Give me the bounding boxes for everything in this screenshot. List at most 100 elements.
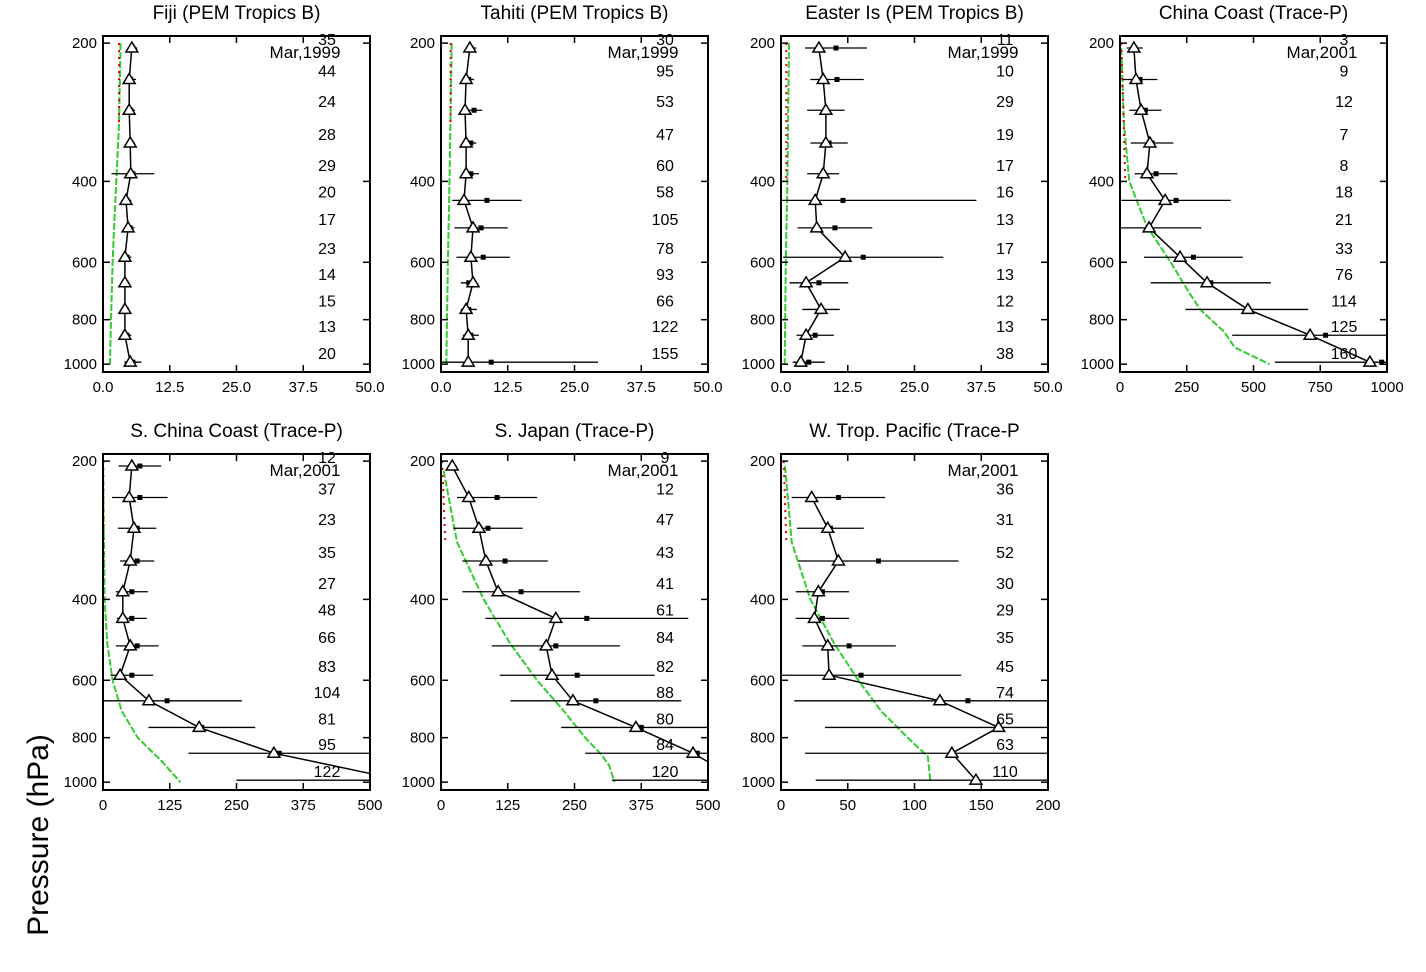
median-marker: [946, 747, 958, 757]
plot-area: [110, 42, 154, 366]
count-label: 12: [656, 481, 674, 498]
median-marker: [832, 555, 844, 565]
mean-marker: [481, 255, 486, 260]
panel-title: S. China Coast (Trace-P): [130, 421, 343, 442]
x-tick-label: 250: [1174, 379, 1199, 396]
y-tick-label: 1000: [402, 356, 435, 373]
count-label: 65: [996, 711, 1014, 728]
count-label: 38: [996, 346, 1014, 363]
count-label: 29: [996, 602, 1014, 619]
y-tick-label: 400: [750, 591, 775, 608]
mean-marker: [861, 255, 866, 260]
y-tick-label: 600: [410, 672, 435, 689]
y-tick-label: 200: [410, 453, 435, 470]
mean-marker: [1154, 171, 1159, 176]
x-tick-label: 500: [695, 797, 720, 814]
median-marker: [473, 522, 485, 532]
count-label: 120: [652, 764, 679, 781]
mean-marker: [137, 464, 142, 469]
x-tick-label: 125: [157, 797, 182, 814]
panel: S. Japan (Trace-P)Mar,200120040060080010…: [402, 421, 933, 814]
median-marker: [800, 277, 812, 287]
mean-marker: [840, 198, 845, 203]
mean-marker: [584, 616, 589, 621]
median-marker: [817, 168, 829, 178]
mean-marker: [129, 616, 134, 621]
panel: Tahiti (PEM Tropics B)Mar,19992004006008…: [384, 3, 722, 396]
mean-marker: [575, 673, 580, 678]
y-tick-label: 400: [750, 173, 775, 190]
y-tick-label: 400: [410, 591, 435, 608]
count-label: 30: [996, 576, 1014, 593]
count-label: 43: [656, 545, 674, 562]
mean-marker: [489, 360, 494, 365]
y-tick-label: 800: [750, 730, 775, 747]
count-label: 105: [652, 212, 679, 229]
y-tick-label: 800: [750, 312, 775, 329]
y-tick-label: 600: [72, 254, 97, 271]
mean-marker: [165, 698, 170, 703]
median-marker: [126, 460, 138, 470]
count-label: 47: [656, 512, 674, 529]
x-tick-label: 25.0: [900, 379, 929, 396]
panel-title: S. Japan (Trace-P): [495, 421, 655, 442]
green-curve: [110, 43, 121, 364]
y-tick-label: 400: [410, 173, 435, 190]
x-tick-label: 50.0: [1033, 379, 1062, 396]
count-label: 95: [318, 737, 336, 754]
count-label: 8: [1340, 158, 1349, 175]
count-label: 88: [656, 685, 674, 702]
median-marker: [546, 669, 558, 679]
x-tick-label: 250: [224, 797, 249, 814]
count-label: 122: [652, 319, 679, 336]
date-label: Mar,2001: [948, 461, 1019, 480]
median-marker: [817, 73, 829, 83]
count-label: 66: [318, 630, 336, 647]
x-tick-label: 50.0: [355, 379, 384, 396]
median-marker: [1364, 356, 1376, 366]
count-label: 17: [318, 212, 336, 229]
x-tick-label: 375: [629, 797, 654, 814]
mean-marker: [129, 673, 134, 678]
panel: W. Trop. Pacific (Trace-PMar,20012004006…: [742, 421, 1173, 814]
x-tick-label: 25.0: [222, 379, 251, 396]
mean-marker: [519, 589, 524, 594]
count-label: 12: [1335, 94, 1353, 111]
plot-area: [1095, 42, 1426, 366]
count-label: 74: [996, 685, 1014, 702]
median-marker: [1141, 168, 1153, 178]
count-label: 23: [318, 241, 336, 258]
y-tick-label: 200: [750, 35, 775, 52]
count-label: 29: [996, 94, 1014, 111]
green-curve: [444, 471, 615, 782]
count-label: 10: [996, 63, 1014, 80]
median-marker: [463, 491, 475, 501]
median-marker: [1128, 42, 1140, 52]
count-label: 16: [996, 184, 1014, 201]
mean-marker: [820, 616, 825, 621]
count-label: 14: [318, 267, 336, 284]
y-tick-label: 600: [410, 254, 435, 271]
count-label: 23: [318, 512, 336, 529]
count-label: 122: [314, 764, 341, 781]
count-label: 155: [652, 346, 679, 363]
x-tick-label: 500: [1241, 379, 1266, 396]
mean-marker: [593, 698, 598, 703]
mean-marker: [479, 225, 484, 230]
median-marker: [809, 194, 821, 204]
panel: China Coast (Trace-P)Mar,200120040060080…: [1081, 3, 1426, 396]
count-label: 24: [318, 94, 336, 111]
median-marker: [813, 42, 825, 52]
x-tick-label: 750: [1308, 379, 1333, 396]
count-label: 28: [318, 127, 336, 144]
y-tick-label: 800: [72, 312, 97, 329]
panel: Fiji (PEM Tropics B)Mar,1999200400600800…: [64, 3, 385, 396]
count-label: 27: [318, 576, 336, 593]
x-tick-label: 250: [562, 797, 587, 814]
x-tick-label: 500: [357, 797, 382, 814]
count-label: 20: [318, 184, 336, 201]
y-tick-label: 800: [410, 730, 435, 747]
count-label: 21: [1335, 212, 1353, 229]
x-tick-label: 12.5: [493, 379, 522, 396]
count-label: 29: [318, 158, 336, 175]
